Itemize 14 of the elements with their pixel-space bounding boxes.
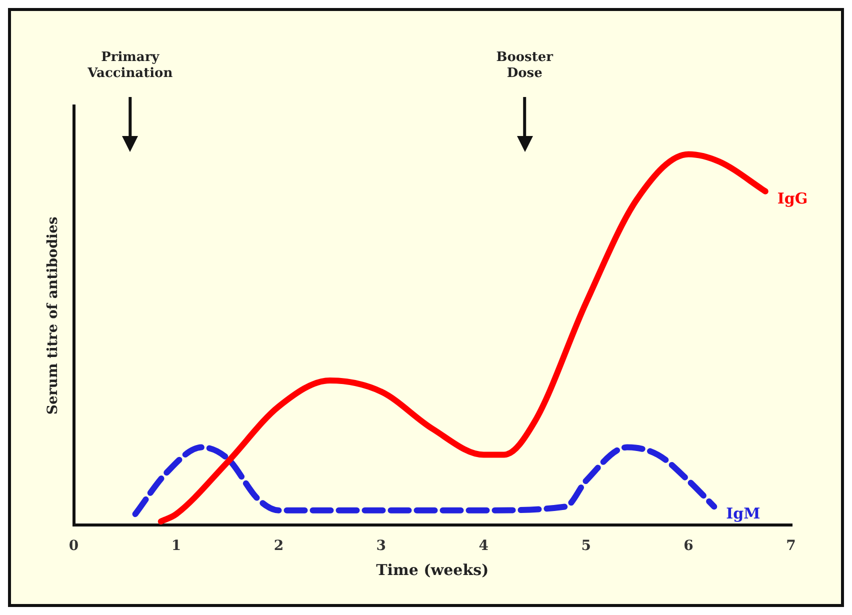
- ref-line-label: Booster Dose: [496, 50, 554, 81]
- ref-line-label: Primary Vaccination: [86, 50, 174, 81]
- x-tick-label: 5: [581, 538, 591, 554]
- x-axis-title: Time (weeks): [376, 560, 489, 579]
- x-tick-label: 7: [786, 538, 796, 554]
- x-tick-label: 4: [478, 538, 489, 554]
- y-axis-title: Serum titre of antibodies: [45, 216, 62, 415]
- x-tick-label: 2: [274, 538, 284, 554]
- x-tick-label: 3: [376, 538, 386, 554]
- x-tick-label: 1: [171, 538, 182, 554]
- x-tick-label: 6: [684, 538, 694, 554]
- x-tick-label: 0: [68, 538, 79, 554]
- series-label: IgG: [777, 189, 808, 208]
- series-label: IgM: [726, 504, 760, 523]
